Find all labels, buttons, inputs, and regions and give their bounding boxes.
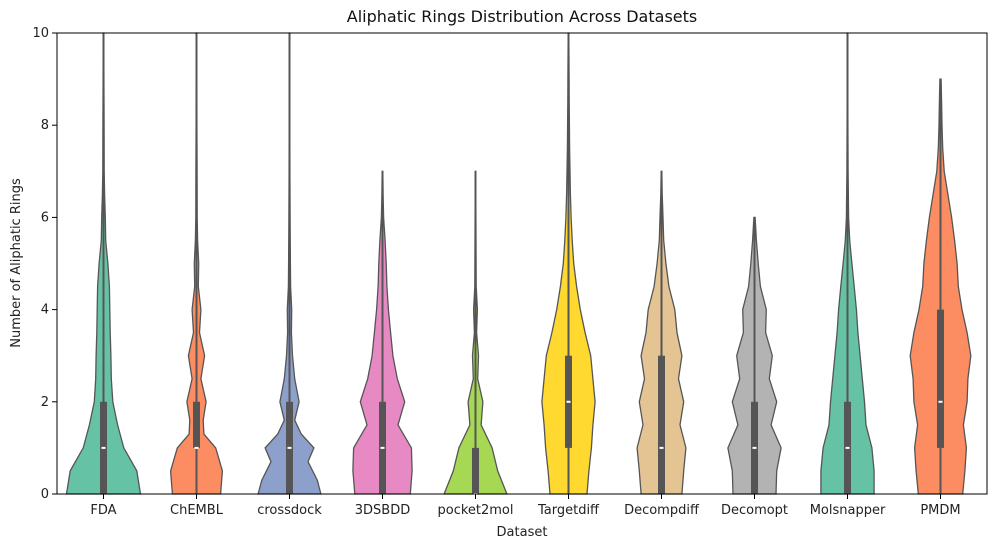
x-tick-label-decomopt: Decomopt [721, 503, 788, 518]
y-tick-label: 6 [41, 210, 49, 225]
iqr-box-pocket2mol [472, 447, 479, 494]
x-axis-ticks: FDA ChEMBL crossdock 3DSBDD pocket2mol Target… [90, 494, 961, 518]
y-tick-label: 8 [41, 118, 49, 133]
x-tick-label-3dsbdd: 3DSBDD [355, 503, 410, 518]
y-tick-label: 10 [32, 26, 49, 41]
y-tick-label: 0 [41, 487, 49, 502]
x-tick-label-chembl: ChEMBL [170, 503, 224, 518]
x-tick-label-targetdiff: Targetdiff [537, 503, 600, 518]
chart-title: Aliphatic Rings Distribution Across Data… [347, 7, 697, 26]
x-tick-label-fda: FDA [90, 503, 116, 518]
iqr-box-pmdm [937, 309, 944, 448]
x-tick-label-decompdiff: Decompdiff [624, 503, 700, 518]
y-axis-ticks: 0 2 4 6 8 10 [32, 26, 57, 502]
x-tick-label-pmdm: PMDM [920, 503, 960, 518]
x-tick-label-pocket2mol: pocket2mol [437, 503, 513, 518]
iqr-box-decompdiff [658, 355, 665, 494]
x-tick-label-molsnapper: Molsnapper [810, 503, 886, 518]
x-axis-label: Dataset [497, 525, 548, 540]
y-tick-label: 4 [41, 303, 49, 318]
plot-frame [56, 32, 988, 495]
iqr-box-chembl [193, 401, 200, 448]
y-tick-label: 2 [41, 395, 49, 410]
y-axis-label: Number of Aliphatic Rings [9, 178, 24, 348]
x-tick-label-crossdock: crossdock [257, 503, 322, 518]
